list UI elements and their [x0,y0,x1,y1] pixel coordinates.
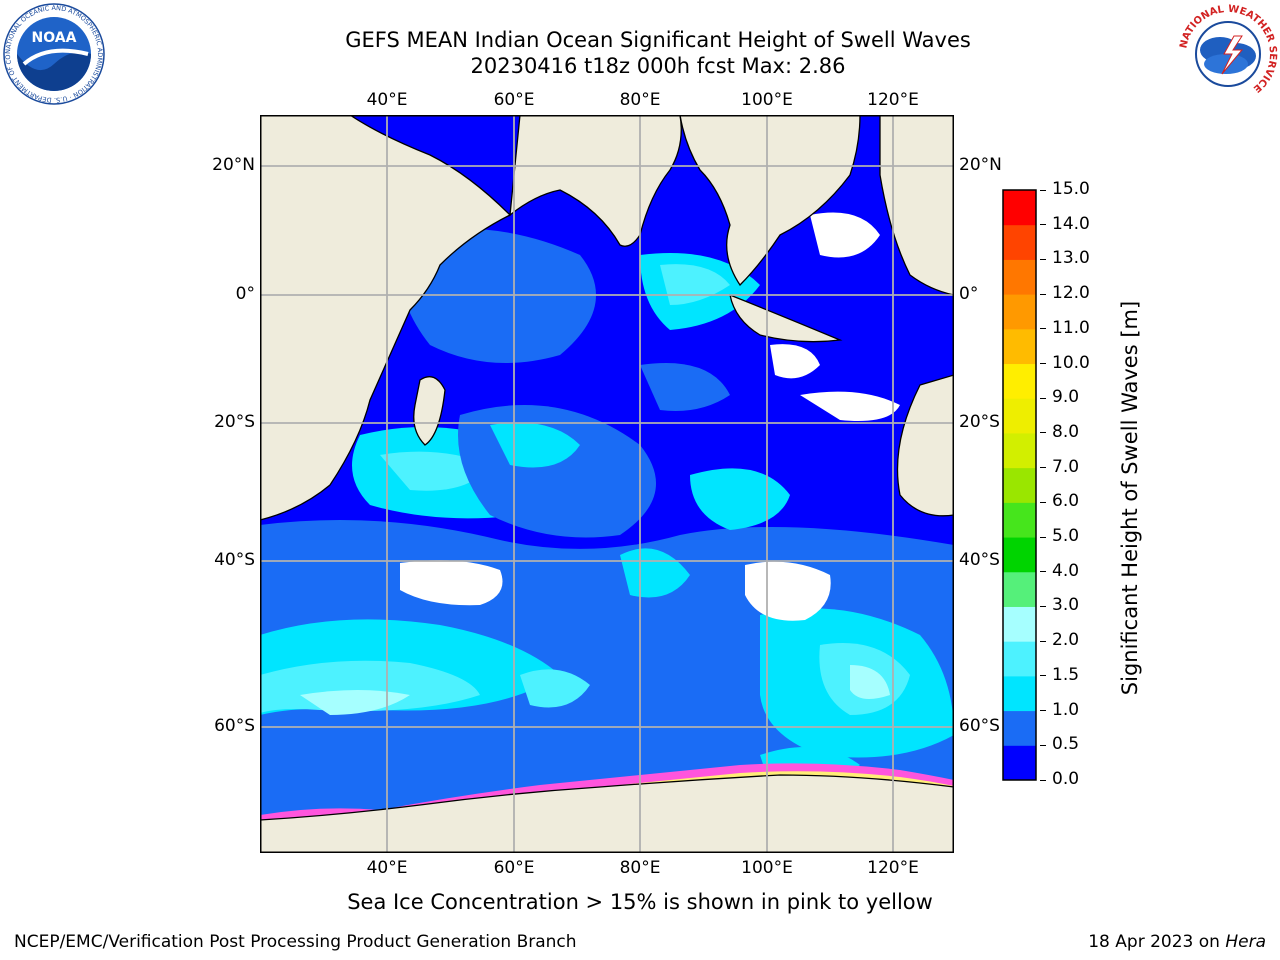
lon-tick-top: 120°E [867,90,919,110]
colorbar-label: 9.0 [1052,387,1080,408]
colorbar-label: 14.0 [1052,213,1090,234]
colorbar-label: 3.0 [1052,595,1080,616]
africa-arabia [260,115,512,521]
colorbar-tick [1040,779,1046,781]
colorbar-cell [1003,398,1036,434]
colorbar-tick [1040,571,1046,573]
map-plot [260,115,954,853]
colorbar-tick [1040,363,1046,365]
colorbar-label: 0.5 [1052,734,1080,755]
run-host: Hera [1225,932,1266,952]
colorbar-cell [1003,641,1036,677]
colorbar-tick [1040,293,1046,295]
colorbar-cell [1003,259,1036,295]
lon-tick-top: 80°E [619,90,661,110]
colorbar-tick [1040,640,1046,642]
colorbar-cell [1003,675,1036,712]
lon-tick-top: 40°E [366,90,408,110]
colorbar-tick [1040,467,1046,469]
colorbar-cell [1003,571,1036,607]
australia [896,374,954,517]
colorbar-cell [1003,502,1036,538]
sumatra-java [729,293,843,343]
colorbar-label: 4.0 [1052,560,1080,581]
colorbar-label: 5.0 [1052,526,1080,547]
noaa-logo: NATIONAL OCEANIC AND ATMOSPHERIC ADMINIS… [2,2,105,105]
lon-tick-bottom: 80°E [619,858,661,878]
colorbar-label: 11.0 [1052,317,1090,338]
run-date-text: 18 Apr 2023 on [1088,932,1220,952]
gridlines [260,115,954,853]
borneo-philippines [879,115,954,296]
lat-tick-left: 20°N [212,155,255,175]
colorbar-cell [1003,328,1036,365]
land-masses [260,115,954,853]
sea-ice-note: Sea Ice Concentration > 15% is shown in … [347,890,933,914]
chart-subtitle: 20230416 t18z 000h fcst Max: 2.86 [470,54,846,78]
lat-tick-right: 40°S [959,550,1000,570]
lon-tick-bottom: 40°E [366,858,408,878]
noaa-wordmark: NOAA [32,30,77,46]
lon-tick-bottom: 120°E [867,858,919,878]
colorbar-tick [1040,710,1046,712]
producer-credit: NCEP/EMC/Verification Post Processing Pr… [14,932,577,952]
colorbar-label: 7.0 [1052,456,1080,477]
colorbar-tick [1040,501,1046,503]
colorbar-tick [1040,328,1046,330]
colorbar-label: 10.0 [1052,352,1090,373]
chart-title: GEFS MEAN Indian Ocean Significant Heigh… [345,28,971,52]
colorbar-tick [1040,675,1046,677]
colorbar-label: 6.0 [1052,491,1080,512]
colorbar-label: 12.0 [1052,283,1090,304]
colorbar-label: 8.0 [1052,421,1080,442]
colorbar-title: Significant Height of Swell Waves [m] [1118,300,1142,696]
nws-logo: NATIONAL WEATHER SERVICE [1178,4,1278,102]
colorbar-cell [1003,224,1036,260]
colorbar [1002,189,1037,781]
lon-tick-bottom: 100°E [741,858,793,878]
colorbar-cell [1003,190,1036,226]
colorbar-label: 0.0 [1052,769,1080,789]
colorbar-cell [1003,467,1036,503]
southeast-asia [660,115,861,287]
colorbar-tick [1040,536,1046,538]
colorbar-tick [1040,744,1046,746]
colorbar-tick [1040,258,1046,260]
colorbar-tick [1040,432,1046,434]
lat-tick-right: 20°S [959,412,1000,432]
lat-tick-right: 20°N [959,155,1002,175]
map-frame [260,115,954,853]
colorbar-label: 2.0 [1052,630,1080,651]
colorbar-tick [1040,397,1046,399]
colorbar-label: 1.0 [1052,699,1080,720]
colorbar-tick [1040,224,1046,226]
colorbar-tick [1040,605,1046,607]
colorbar-cell [1003,537,1036,573]
lat-tick-left: 0° [235,284,255,304]
antarctica [260,774,954,853]
lat-tick-right: 60°S [959,716,1000,736]
lon-tick-top: 60°E [493,90,535,110]
colorbar-tick [1040,189,1046,191]
colorbar-label: 13.0 [1052,248,1090,269]
lat-tick-left: 40°S [214,550,255,570]
colorbar-label: 15.0 [1052,179,1090,199]
lon-tick-bottom: 60°E [493,858,535,878]
india [509,115,682,247]
colorbar-cell [1003,432,1036,469]
lat-tick-left: 60°S [214,716,255,736]
colorbar-cell [1003,363,1036,399]
colorbar-cell [1003,745,1036,781]
colorbar-label: 1.5 [1052,664,1080,685]
colorbar-cell [1003,294,1036,330]
colorbar-cell [1003,606,1036,642]
lat-tick-left: 20°S [214,412,255,432]
lon-tick-top: 100°E [741,90,793,110]
run-date: 18 Apr 2023 on Hera [1088,932,1266,952]
lat-tick-right: 0° [959,284,979,304]
colorbar-cell [1003,710,1036,746]
